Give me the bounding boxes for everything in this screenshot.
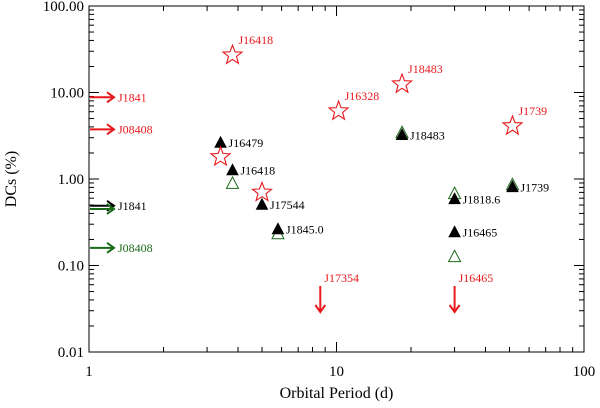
triangle-label: J17544 xyxy=(270,198,305,212)
triangle-label: J16479 xyxy=(229,136,264,150)
down-arrow-label: J16465 xyxy=(459,271,494,285)
y-tick-label: 0.10 xyxy=(58,259,84,275)
y-tick-label: 10.00 xyxy=(50,86,84,102)
y-tick-label: 100.00 xyxy=(43,0,84,15)
star-marker xyxy=(501,114,524,136)
limit-arrow-head xyxy=(106,123,116,136)
data-marks: J16479 J16418 J17544 J1845.0 J18483 J1818.6 J1… xyxy=(90,33,549,314)
x-tick-label: 100 xyxy=(573,364,596,380)
star-marker xyxy=(391,72,414,94)
star-label: J16328 xyxy=(345,89,380,103)
star-label: J18483 xyxy=(408,62,443,76)
star-marker xyxy=(251,180,273,202)
x-tick-label: 10 xyxy=(329,364,344,380)
star-marker xyxy=(221,43,244,65)
triangle-label: J1739 xyxy=(520,180,549,194)
filled-triangle-marker xyxy=(395,127,409,140)
filled-triangle-marker xyxy=(271,222,285,235)
limit-arrow-head xyxy=(106,203,116,215)
star-marker xyxy=(209,145,232,167)
y-tick-label: 1.00 xyxy=(58,172,84,188)
filled-triangle-marker xyxy=(255,197,269,210)
filled-triangle-marker xyxy=(506,180,519,193)
triangle-label: J16465 xyxy=(463,226,498,240)
plot-area-frame xyxy=(88,5,585,353)
open-triangle-marker xyxy=(225,175,240,189)
filled-triangle-marker xyxy=(448,225,461,238)
open-triangle-marker xyxy=(447,249,462,263)
down-arrow-label: J17354 xyxy=(324,271,359,285)
filled-triangle-marker xyxy=(448,192,461,205)
star-label: J1739 xyxy=(518,104,547,118)
triangle-label: J18483 xyxy=(410,128,445,142)
x-axis-title: Orbital Period (d) xyxy=(280,385,394,402)
y-axis-title: DCs (%) xyxy=(3,151,20,207)
down-arrow-head xyxy=(448,304,461,314)
filled-triangle-marker xyxy=(226,163,239,176)
triangle-label: J1818.6 xyxy=(463,192,501,206)
limit-arrow-label: J1841 xyxy=(118,199,147,213)
down-arrow-head xyxy=(314,304,327,314)
limit-arrow-label: J1841 xyxy=(118,90,147,104)
y-tick-label: 0.01 xyxy=(58,345,84,361)
triangle-label: J16418 xyxy=(240,164,275,178)
limit-arrow-head xyxy=(106,91,116,104)
limit-arrow-label: J08408 xyxy=(118,122,153,136)
triangle-label: J1845.0 xyxy=(286,223,324,237)
star-marker xyxy=(327,99,350,121)
x-tick-label: 1 xyxy=(85,364,93,380)
limit-arrow-head xyxy=(106,242,116,254)
star-label: J16418 xyxy=(238,33,273,47)
limit-arrow-label: J08408 xyxy=(118,241,153,255)
